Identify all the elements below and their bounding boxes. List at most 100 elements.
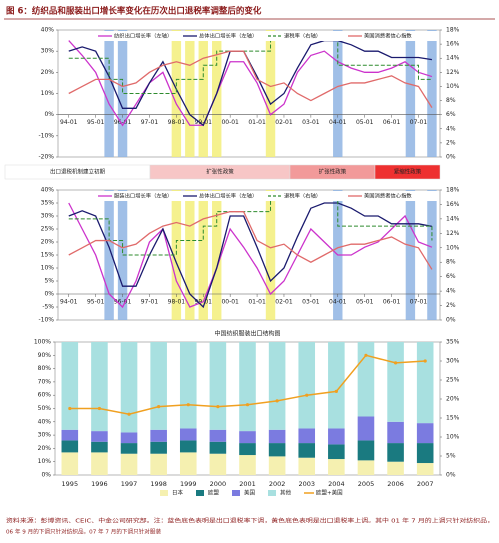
y-tick-label: 10% — [38, 458, 52, 465]
x-tick-label: 94-01 — [60, 299, 78, 306]
policy-label: 出口退税机制建立初期 — [50, 168, 106, 176]
policy-band — [198, 190, 208, 320]
series-line — [68, 50, 433, 108]
legend-label: 退税率（右轴） — [284, 32, 321, 40]
footer: 06 年 9 月的下调只针对纺织品，07 年 7 月的下调只针对服装 — [6, 528, 161, 536]
x-tick-label: 94-01 — [60, 119, 78, 126]
y2-tick-label: 25% — [446, 377, 460, 384]
legend-label: 退税率（右轴） — [284, 192, 321, 200]
policy-band — [265, 190, 276, 320]
x-tick-label: 2000 — [210, 480, 227, 488]
line-marker — [216, 405, 220, 409]
policy-band — [185, 190, 195, 320]
bar-segment — [209, 441, 227, 454]
policy-band — [104, 30, 114, 157]
bar-segment — [387, 342, 404, 422]
y-tick-label: 0% — [44, 111, 54, 118]
bar-segment — [298, 443, 316, 458]
y-tick-label: 100% — [34, 339, 51, 346]
plot-frame — [57, 29, 441, 158]
y2-tick-label: 12% — [446, 230, 460, 237]
y-tick-label: -5% — [42, 304, 54, 311]
x-tick-label: 97-01 — [141, 119, 159, 126]
bar-segment — [209, 342, 227, 430]
y2-tick-label: 0% — [446, 472, 456, 479]
x-tick-label: 1996 — [91, 480, 108, 488]
line-marker — [423, 359, 427, 363]
bar-segment — [357, 416, 375, 441]
policy-label: 紧缩性政策 — [394, 168, 422, 176]
x-tick-label: 1997 — [121, 480, 138, 488]
y2-tick-label: 10% — [446, 244, 460, 251]
legend-bg — [94, 31, 438, 41]
policy-label: 扩张性政策 — [319, 168, 347, 176]
y2-tick-label: 2% — [446, 139, 456, 146]
x-tick-label: 2004 — [328, 480, 345, 488]
y2-tick-label: 6% — [446, 111, 456, 118]
x-tick-label: 99-01 — [195, 119, 213, 126]
y2-tick-label: 2% — [446, 302, 456, 309]
legend-label: 其他 — [280, 489, 292, 497]
bar-segment — [61, 429, 79, 441]
bar-segment — [239, 455, 256, 475]
y2-tick-label: 5% — [446, 453, 456, 460]
bar-segment — [328, 444, 345, 460]
footer: 资料来源：彭博资讯、CEIC、中金公司研究部。注：蓝色底色表明是出口退税率下调，… — [6, 517, 494, 525]
bar-segment — [239, 342, 256, 432]
x-tick-label: 07-01 — [410, 119, 428, 126]
bar-segment — [416, 443, 434, 464]
legend-bg — [94, 191, 438, 201]
bar-segment — [416, 423, 434, 444]
y-tick-label: 40% — [38, 418, 52, 425]
bar-segment — [328, 428, 345, 445]
x-tick-label: 00-01 — [221, 299, 239, 306]
y-tick-label: 0% — [41, 472, 51, 479]
bar-segment — [298, 428, 316, 444]
policy-band — [185, 30, 195, 157]
bar-segment — [179, 452, 197, 475]
y-tick-label: -10% — [38, 132, 54, 139]
legend-label: 服装出口增长率（左轴） — [114, 192, 172, 200]
bar-segment — [91, 441, 108, 453]
x-tick-label: 2003 — [298, 480, 315, 488]
y2-tick-label: 30% — [446, 358, 460, 365]
policy-cell — [374, 164, 441, 180]
y2-tick-label: 15% — [446, 415, 460, 422]
bar-segment — [268, 429, 286, 444]
policy-band — [405, 190, 416, 320]
bar-segment — [91, 431, 108, 442]
legend-label: 纺织出口增长率（左轴） — [114, 32, 172, 40]
bar-segment — [387, 443, 404, 462]
y2-tick-label: 0% — [446, 317, 456, 324]
y2-tick-label: 10% — [446, 83, 460, 90]
x-tick-label: 98-01 — [168, 299, 186, 306]
x-tick-label: 07-01 — [410, 299, 428, 306]
series-line — [68, 36, 432, 94]
bar-segment — [209, 429, 227, 442]
policy-band — [117, 190, 128, 320]
x-tick-label: 05-01 — [356, 119, 374, 126]
bar-segment — [357, 342, 375, 417]
y-tick-label: 25% — [41, 226, 55, 233]
bar-segment — [150, 441, 167, 454]
policy-band — [427, 190, 437, 320]
policy-band — [171, 30, 182, 157]
x-tick-label: 01-01 — [248, 299, 266, 306]
line-marker — [245, 403, 250, 407]
policy-band — [427, 30, 437, 157]
bar-segment — [179, 428, 197, 441]
bar-segment — [239, 443, 256, 456]
line-marker — [275, 399, 279, 403]
legend-label: 日本 — [172, 489, 184, 497]
legend-swatch — [268, 490, 276, 496]
bar-segment — [61, 452, 79, 475]
bar-segment — [239, 431, 256, 444]
x-tick-label: 1998 — [150, 480, 167, 488]
bar-segment — [150, 429, 167, 442]
legend-swatch — [232, 490, 240, 496]
policy-band — [265, 30, 276, 157]
chart-title: 中国纺织服装出口结构图 — [214, 330, 280, 338]
bar-segment — [120, 443, 138, 454]
y2-tick-label: 35% — [446, 339, 460, 346]
x-tick-label: 04-01 — [329, 119, 347, 126]
